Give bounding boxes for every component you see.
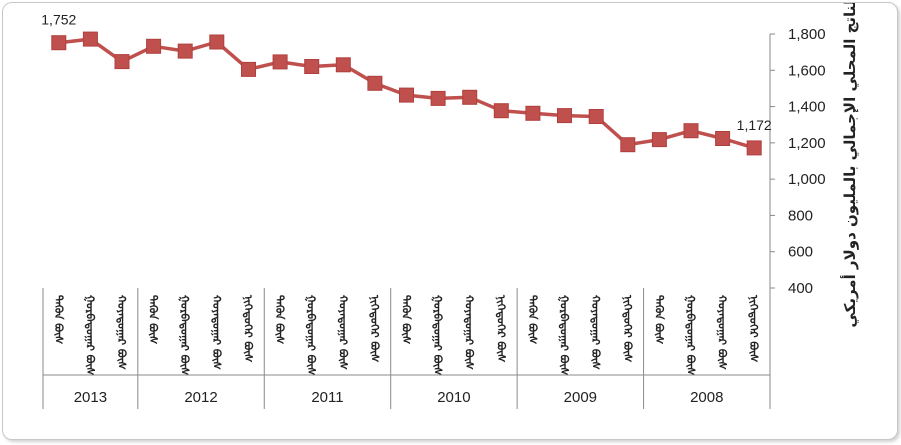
quarter-label: ᠭᠤᠷᠪᠠᠳᠤᠭᠠᠷ ᠪᠦᠰ bbox=[684, 295, 697, 376]
data-point bbox=[525, 105, 541, 121]
quarter-label: ᠭᠤᠷᠪᠠᠳᠤᠭᠠᠷ ᠪᠦᠰ bbox=[558, 295, 571, 376]
data-point bbox=[651, 132, 667, 148]
data-point bbox=[399, 87, 414, 103]
y-tick-label: 1,200 bbox=[788, 135, 826, 152]
quarter-label: ᠭᠤᠷᠪᠠᠳᠤᠭᠠᠷ ᠪᠦᠰ bbox=[83, 295, 96, 376]
gdp-series bbox=[51, 31, 762, 156]
data-point bbox=[715, 131, 731, 146]
year-label: 2011 bbox=[311, 389, 343, 406]
quarter-label: ᠨᠢᠭᠡᠳᠦᠭᠡᠷ ᠪᠦᠰ bbox=[494, 294, 507, 363]
quarter-label: ᠭᠤᠷᠪᠠᠳᠤᠭᠠᠷ ᠪᠦᠰ bbox=[178, 295, 191, 376]
data-point bbox=[367, 75, 383, 91]
data-point bbox=[557, 108, 572, 124]
y-axis-title: الناتج المحلي الإجمالي بالمليون دولار أم… bbox=[840, 3, 859, 328]
quarter-label: ᠨᠢᠭᠡᠳᠦᠭᠡᠷ ᠪᠦᠰ bbox=[368, 294, 381, 363]
year-label: 2009 bbox=[564, 389, 597, 406]
data-label: 1,172 bbox=[737, 117, 772, 133]
data-point bbox=[746, 140, 762, 156]
data-point bbox=[209, 34, 225, 50]
data-point bbox=[462, 89, 478, 105]
data-point bbox=[82, 31, 98, 47]
quarter-label: ᠭᠤᠷᠪᠠᠳᠤᠭᠠᠷ ᠪᠦᠰ bbox=[431, 295, 444, 376]
data-point bbox=[114, 54, 130, 70]
y-tick-label: 1,000 bbox=[788, 171, 826, 188]
data-point bbox=[146, 38, 162, 54]
quarter-label: ᠬᠣᠶᠠᠳᠤᠭᠠᠷ ᠪᠦᠰ bbox=[463, 295, 476, 370]
data-point bbox=[51, 35, 67, 51]
data-point bbox=[177, 43, 193, 59]
quarter-label: ᠨᠢᠭᠡᠳᠦᠭᠡᠷ ᠪᠦᠰ bbox=[747, 294, 760, 363]
data-point bbox=[272, 54, 288, 70]
data-label: 1,752 bbox=[41, 12, 76, 28]
quarter-label: ᠬᠣᠶᠠᠳᠤᠭᠠᠷ ᠪᠦᠰ bbox=[115, 295, 128, 370]
y-tick-label: 800 bbox=[788, 207, 813, 224]
quarter-label: ᠳᠡᠭᠦᠨ ᠪᠦᠰ bbox=[400, 295, 413, 345]
line-chart: 1,800 1,600 1,400 1,200 1,000 800 600 400 ᠳᠡᠭᠦᠨ… bbox=[41, 3, 859, 409]
year-label: 2010 bbox=[437, 389, 470, 406]
quarter-label: ᠳᠡᠭᠦᠨ ᠪᠦᠰ bbox=[273, 295, 286, 345]
quarter-label: ᠳᠡᠭᠦᠨ ᠪᠦᠰ bbox=[526, 295, 539, 345]
y-tick-label: 400 bbox=[788, 280, 813, 297]
quarter-label: ᠳᠡᠭᠦᠨ ᠪᠦᠰ bbox=[147, 295, 160, 345]
y-tick-label: 1,600 bbox=[788, 62, 826, 79]
y-tick-label: 1,800 bbox=[788, 26, 826, 43]
data-point bbox=[241, 61, 256, 77]
year-label: 2013 bbox=[74, 389, 107, 406]
quarter-label: ᠬᠣᠶᠠᠳᠤᠭᠠᠷ ᠪᠦᠰ bbox=[589, 295, 602, 370]
quarter-label: ᠳᠡᠭᠦᠨ ᠪᠦᠰ bbox=[652, 295, 665, 345]
data-point bbox=[335, 57, 351, 73]
y-tick-label: 600 bbox=[788, 244, 813, 261]
data-point bbox=[304, 59, 320, 74]
data-point bbox=[430, 90, 446, 106]
data-point bbox=[683, 123, 699, 139]
y-tick-label: 1,400 bbox=[788, 99, 826, 116]
quarter-label: ᠭᠤᠷᠪᠠᠳᠤᠭᠠᠷ ᠪᠦᠰ bbox=[305, 295, 318, 376]
data-point bbox=[620, 137, 636, 153]
data-point bbox=[493, 103, 509, 119]
quarter-label: ᠳᠡᠭᠦᠨ ᠪᠦᠰ bbox=[52, 295, 65, 345]
quarter-label: ᠬᠣᠶᠠᠳᠤᠭᠠᠷ ᠪᠦᠰ bbox=[210, 295, 223, 370]
data-labels: 1,752 1,172 bbox=[41, 12, 772, 133]
data-point bbox=[588, 109, 604, 124]
axes: 1,800 1,600 1,400 1,200 1,000 800 600 400 bbox=[769, 26, 826, 297]
chart-frame: 1,800 1,600 1,400 1,200 1,000 800 600 400 ᠳᠡᠭᠦᠨ… bbox=[2, 2, 898, 440]
quarter-label: ᠨᠢᠭᠡᠳᠦᠭᠡᠷ ᠪᠦᠰ bbox=[621, 294, 634, 363]
category-axis: ᠳᠡᠭᠦᠨ ᠪᠦᠰ ᠭᠤᠷᠪᠠᠳᠤᠭᠠᠷ ᠪᠦᠰ ᠬᠣᠶᠠᠳᠤᠭᠠᠷ ᠪᠦᠰ 2013… bbox=[42, 288, 771, 409]
quarter-label: ᠬᠣᠶᠠᠳᠤᠭᠠᠷ ᠪᠦᠰ bbox=[716, 295, 729, 370]
year-label: 2012 bbox=[184, 389, 217, 406]
quarter-label: ᠬᠣᠶᠠᠳᠤᠭᠠᠷ ᠪᠦᠰ bbox=[336, 295, 349, 370]
quarter-label: ᠨᠢᠭᠡᠳᠦᠭᠡᠷ ᠪᠦᠰ bbox=[241, 294, 254, 363]
year-label: 2008 bbox=[690, 389, 723, 406]
